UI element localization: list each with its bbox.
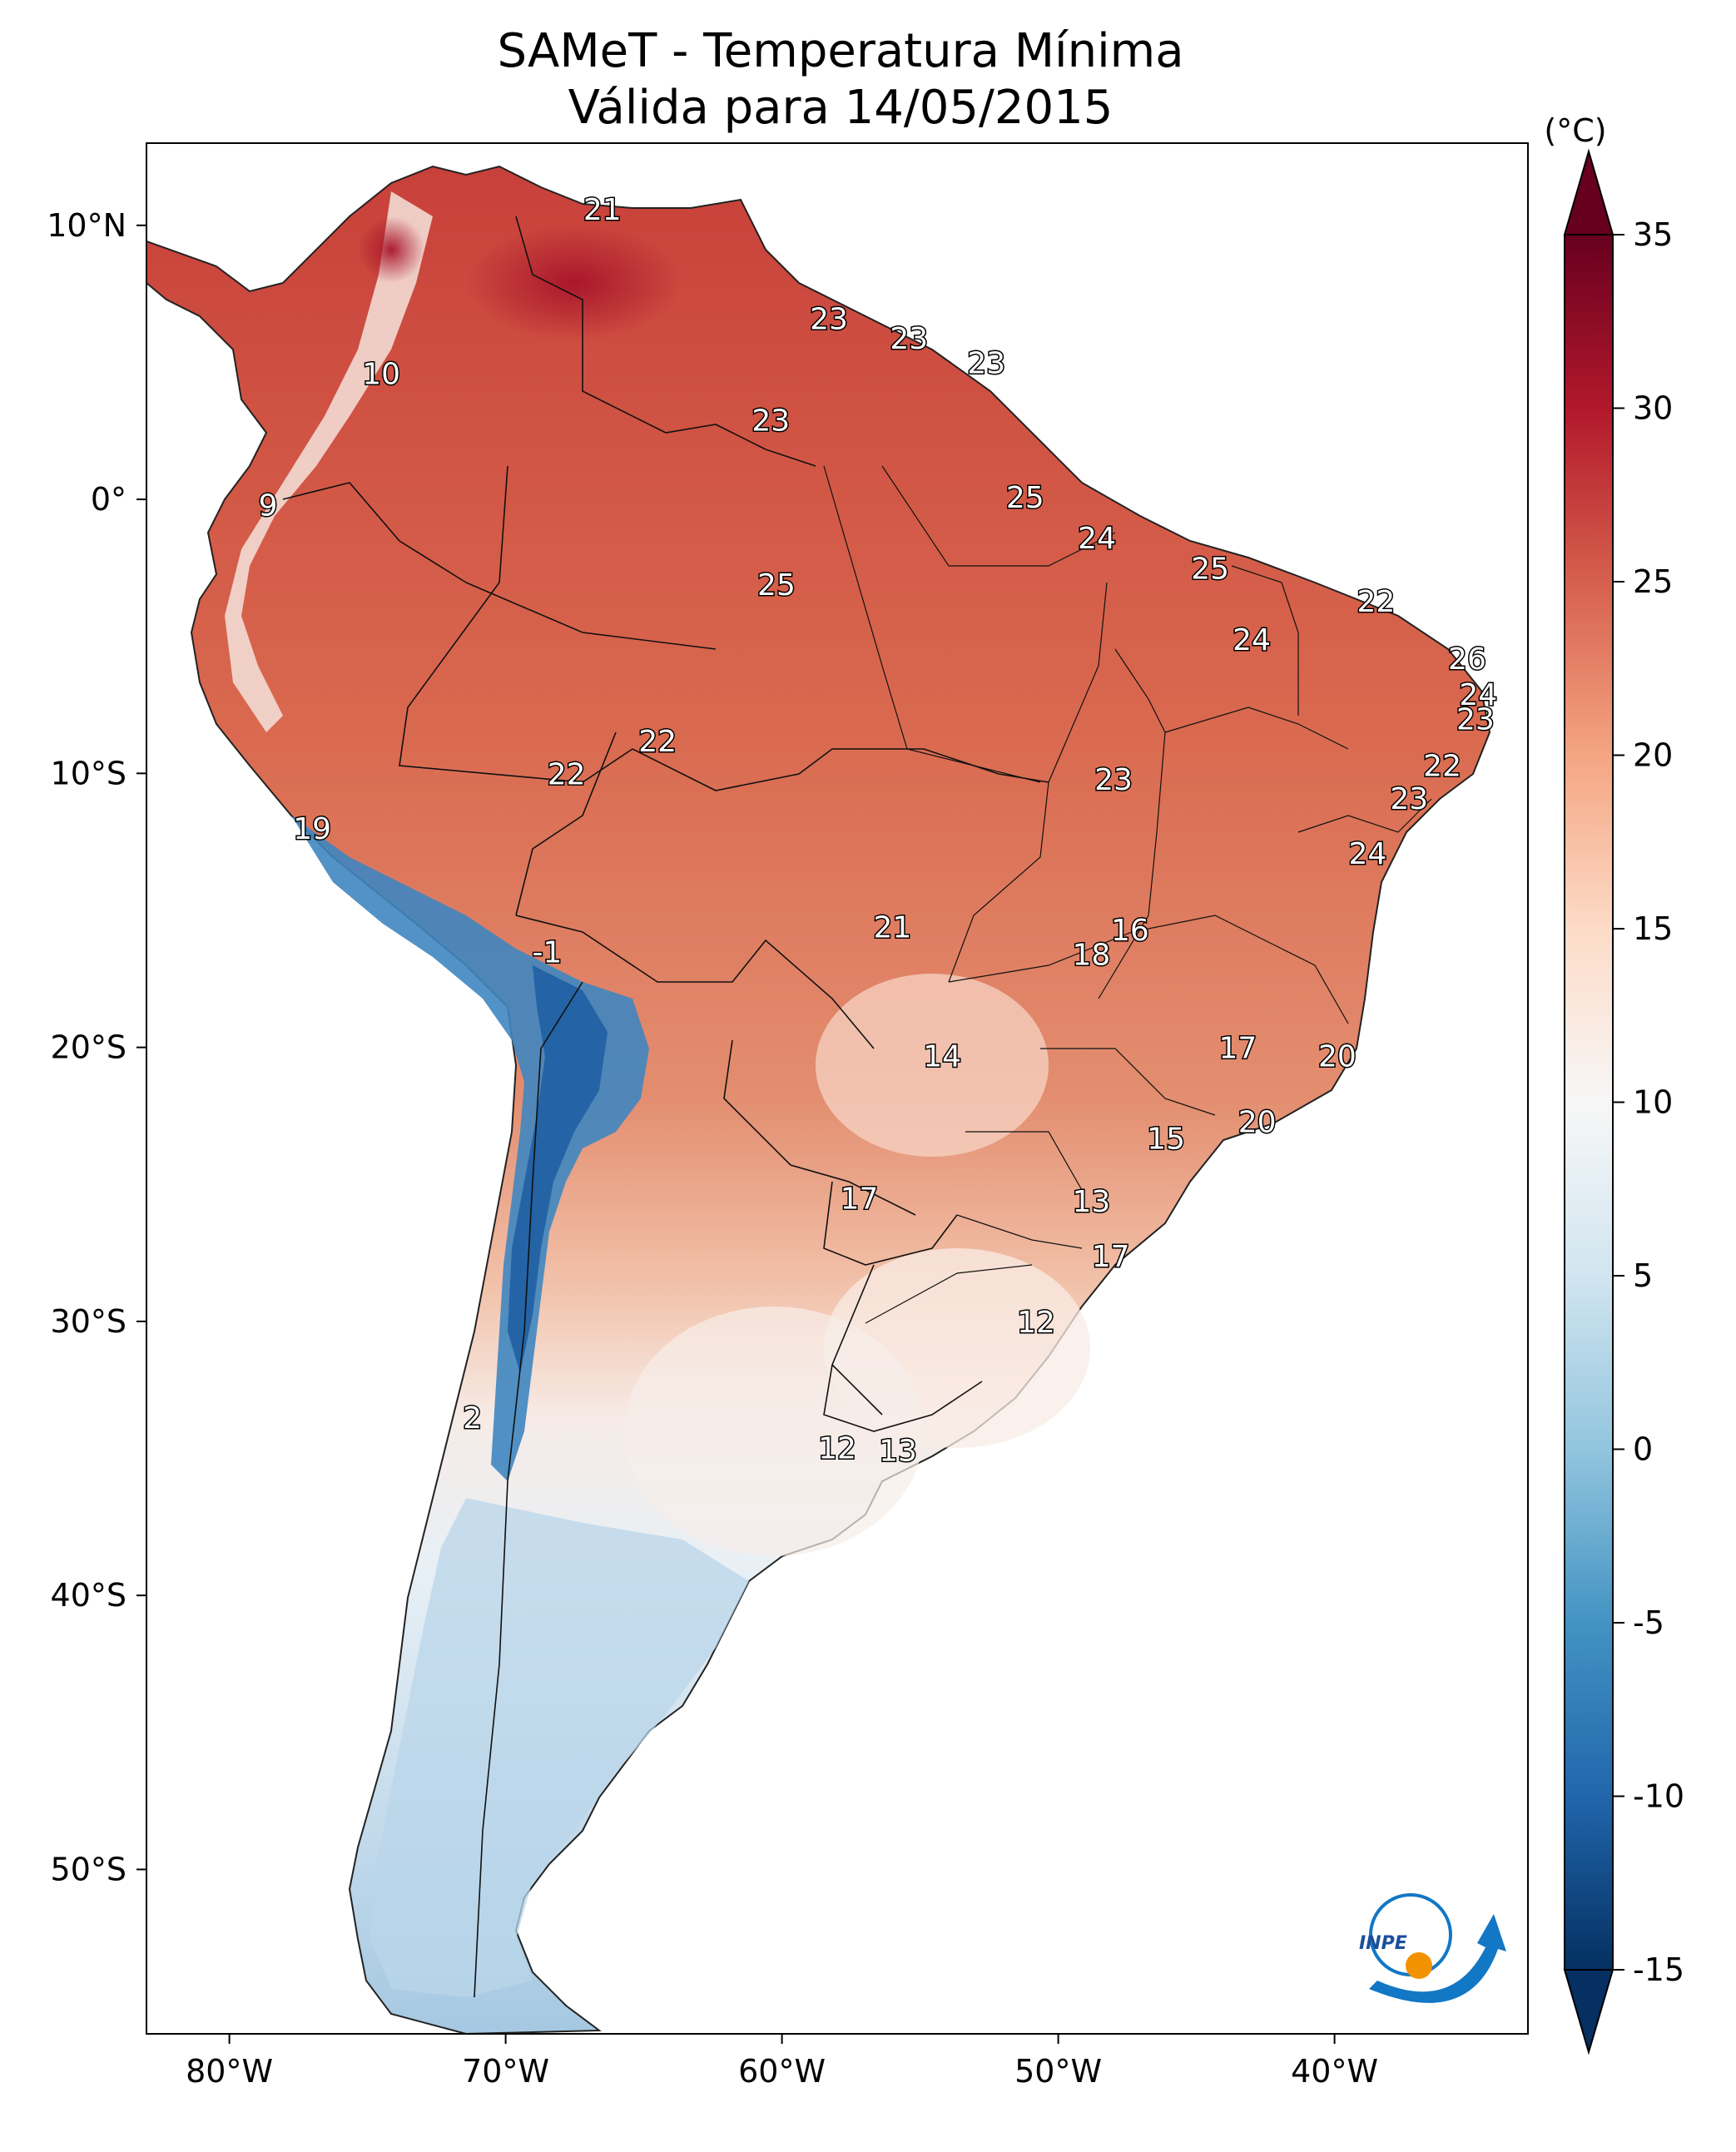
- lon-tick-label: 50°W: [1014, 2053, 1102, 2090]
- lon-tick-label: 40°W: [1291, 2053, 1378, 2090]
- temperature-label: 9: [259, 489, 278, 523]
- axis-ticks: 80°W 70°W 60°W 50°W 40°W 10°N 0° 10°S 20°S 30°S 40…: [47, 207, 1378, 2090]
- title-line-2: Válida para 14/05/2015: [568, 81, 1114, 135]
- inpe-logo-sun: [1406, 1952, 1432, 1979]
- lat-tick-label: 10°S: [51, 755, 126, 791]
- temperature-label: 12: [818, 1431, 856, 1465]
- colorbar-tick-label: 5: [1633, 1257, 1653, 1294]
- temperature-label: 10: [362, 358, 400, 392]
- lat-tick-label: 40°S: [51, 1577, 126, 1614]
- colorbar-tick-label: 35: [1633, 216, 1673, 253]
- temperature-label: 17: [1218, 1032, 1257, 1066]
- temperature-label: 20: [1238, 1106, 1277, 1140]
- altiplano-deep-cold: [508, 965, 608, 1373]
- colorbar-top-arrow: [1563, 148, 1614, 236]
- temperature-label: 12: [1017, 1306, 1055, 1340]
- map-title: SAMeT - Temperatura Mínima Válida para 1…: [141, 23, 1540, 136]
- temperature-label: 23: [810, 303, 848, 337]
- lon-tick-label: 80°W: [186, 2053, 273, 2090]
- lat-tick-label: 30°S: [51, 1303, 126, 1340]
- colorbar-tick-label: -5: [1633, 1604, 1664, 1641]
- temperature-label: 22: [1357, 585, 1395, 619]
- temperature-label: 23: [967, 346, 1005, 380]
- temperature-label: 22: [638, 725, 677, 759]
- colorbar-ticks: 35 30 25 20 15 10 5 0 -5 -10 -15: [1613, 216, 1684, 1988]
- temperature-label: 20: [1318, 1039, 1357, 1074]
- temperature-label: 16: [1111, 914, 1149, 948]
- temperature-label: 21: [873, 911, 911, 945]
- temperature-label: 25: [1006, 481, 1044, 515]
- temperature-label: 23: [1390, 782, 1428, 816]
- temperature-label: 23: [751, 404, 790, 439]
- temperature-label: 22: [548, 757, 586, 791]
- temperature-label: 17: [1092, 1240, 1130, 1274]
- colorbar-tick-label: 15: [1633, 910, 1673, 947]
- temperature-label: 23: [1094, 763, 1133, 797]
- colorbar-body: [1564, 234, 1614, 1971]
- country-borders: [282, 216, 1049, 1998]
- lat-tick-label: 10°N: [47, 207, 126, 244]
- temperature-label: 23: [890, 322, 928, 356]
- colombia-andes-cool: [225, 191, 433, 732]
- continent-layer: [146, 165, 1491, 2034]
- venezuela-hotspot: [466, 225, 682, 341]
- argentina-cool: [624, 1307, 924, 1556]
- temperature-label: 21: [583, 193, 622, 227]
- temperature-label: -1: [532, 935, 562, 969]
- temperature-label: 13: [1073, 1185, 1111, 1219]
- lon-tick-label: 70°W: [462, 2053, 549, 2090]
- inpe-logo-text: INPE: [1359, 1933, 1407, 1954]
- temperature-label: 13: [879, 1435, 917, 1469]
- inpe-logo-swoosh: [1369, 1914, 1506, 2003]
- temperature-label: 2: [463, 1401, 482, 1435]
- temperature-label: 14: [923, 1039, 961, 1074]
- title-line-1: SAMeT - Temperatura Mínima: [497, 24, 1184, 78]
- colorbar-tick-label: 0: [1633, 1431, 1653, 1468]
- patagonia-cool: [370, 1498, 749, 1997]
- colorbar: (°C) 35 30 25 20 15 10 5 0 -5 -10 -15: [1544, 112, 1684, 2055]
- temperature-label: 25: [757, 568, 796, 602]
- temperature-label: 15: [1147, 1122, 1185, 1156]
- temperature-label: 24: [1233, 623, 1271, 657]
- colorbar-unit: (°C): [1544, 112, 1606, 149]
- colorbar-tick-label: 30: [1633, 390, 1673, 427]
- colorbar-tick-label: 10: [1633, 1084, 1673, 1121]
- colorbar-tick-label: -15: [1633, 1951, 1684, 1988]
- south-america-land: [146, 165, 1491, 2034]
- colorbar-tick-label: -10: [1633, 1778, 1684, 1815]
- plot-frame: [146, 142, 1529, 2035]
- temperature-label: 24: [1459, 678, 1497, 712]
- lat-tick-label: 20°S: [51, 1029, 126, 1066]
- temperature-label: 25: [1191, 552, 1229, 586]
- colombia-hotspot: [358, 216, 424, 283]
- state-borders: [823, 465, 1432, 1324]
- inpe-logo: INPE: [1359, 1893, 1506, 2003]
- pantanal-cool: [816, 974, 1049, 1157]
- temperature-label: 17: [841, 1183, 879, 1217]
- lat-tick-label: 0°: [91, 481, 126, 518]
- temperature-label: 23: [1456, 702, 1495, 736]
- temperature-label: 22: [1423, 749, 1461, 783]
- temperature-label: 26: [1448, 642, 1486, 677]
- temperature-label: 18: [1073, 939, 1111, 973]
- colorbar-tick-label: 20: [1633, 737, 1673, 774]
- lat-tick-label: 50°S: [51, 1851, 126, 1887]
- colorbar-tick-label: 25: [1633, 563, 1673, 600]
- temperature-label: 24: [1078, 522, 1116, 556]
- lon-tick-label: 60°W: [738, 2053, 826, 2090]
- temperature-label: 24: [1349, 837, 1387, 871]
- colorbar-bottom-arrow: [1563, 1969, 1614, 2055]
- temperature-label: 19: [293, 812, 331, 846]
